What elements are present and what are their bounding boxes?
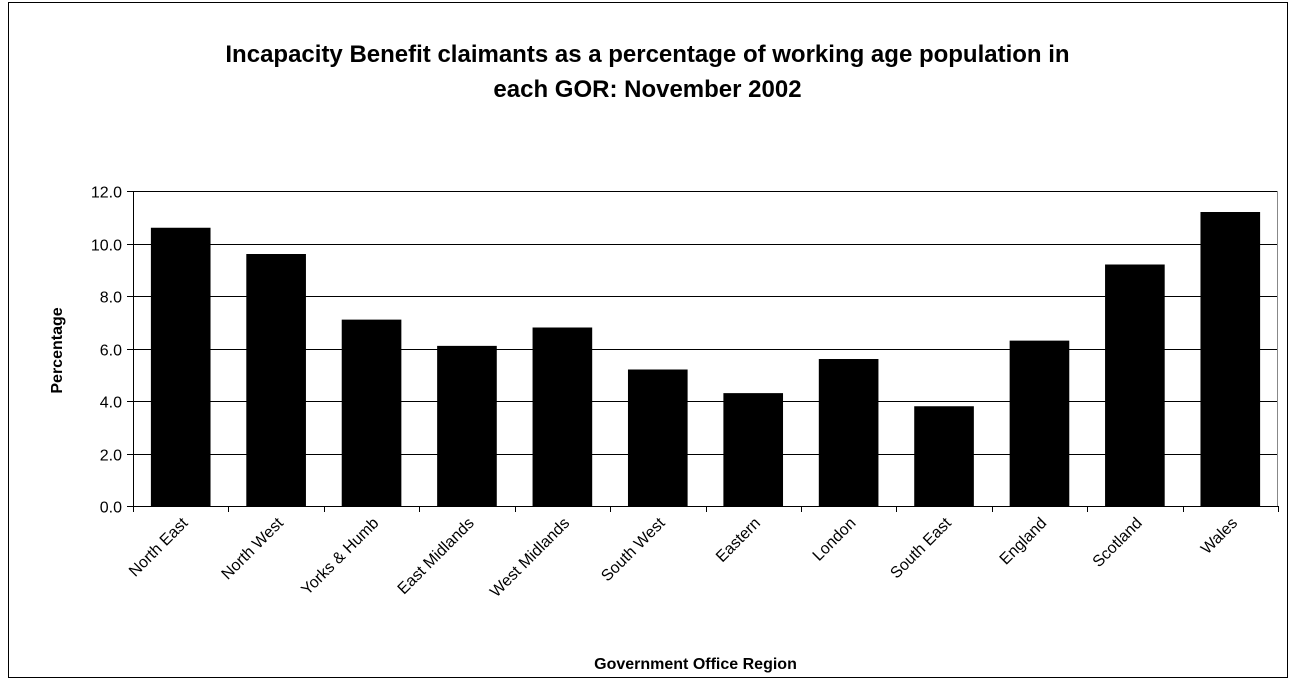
- gridlines: [133, 191, 1278, 455]
- bar: [341, 319, 402, 506]
- x-tick-label: South East: [887, 514, 955, 582]
- y-tick-label: 2.0: [100, 448, 122, 465]
- bar: [627, 369, 688, 506]
- x-tick-label: West Midlands: [487, 515, 573, 601]
- x-tick-label: Wales: [1198, 515, 1241, 558]
- bar: [818, 359, 879, 506]
- bar: [1009, 340, 1070, 506]
- x-tick-label: South West: [598, 514, 669, 585]
- y-tick-labels: 0.0 2.0 4.0 6.0 8.0 10.0 12.0: [91, 185, 122, 517]
- y-tick-label: 10.0: [91, 238, 122, 255]
- y-tick-label: 12.0: [91, 185, 122, 202]
- y-axis-title: Percentage: [49, 307, 66, 393]
- bar: [437, 345, 497, 506]
- x-tick-label: London: [810, 515, 860, 565]
- x-tick-label: Eastern: [713, 515, 764, 566]
- x-axis-title: Government Office Region: [594, 656, 797, 673]
- bars: [150, 212, 1261, 506]
- y-tick-label: 8.0: [100, 290, 122, 307]
- x-tick-labels: North East North West Yorks & Humb East Mid…: [126, 514, 1241, 600]
- x-tick-label: Yorks & Humb: [298, 515, 382, 599]
- bar: [246, 254, 306, 506]
- y-tick-label: 6.0: [100, 343, 122, 360]
- y-tick-label: 0.0: [100, 500, 122, 517]
- bar: [723, 393, 784, 506]
- x-tick-label: Scotland: [1090, 515, 1146, 571]
- axes: [127, 191, 1279, 512]
- chart-frame: [8, 2, 1288, 678]
- bar: [532, 327, 593, 506]
- bar: [150, 227, 211, 506]
- x-tick-label: North East: [126, 514, 192, 580]
- x-tick-label: East Midlands: [395, 515, 478, 598]
- bar: [914, 406, 974, 506]
- x-tick-label: England: [997, 515, 1051, 569]
- bar: [1105, 264, 1165, 506]
- x-tick-label: North West: [219, 514, 288, 583]
- chart-title: Incapacity Benefit claimants as a percen…: [225, 41, 1070, 103]
- bar: [1200, 212, 1261, 506]
- y-tick-label: 4.0: [100, 395, 122, 412]
